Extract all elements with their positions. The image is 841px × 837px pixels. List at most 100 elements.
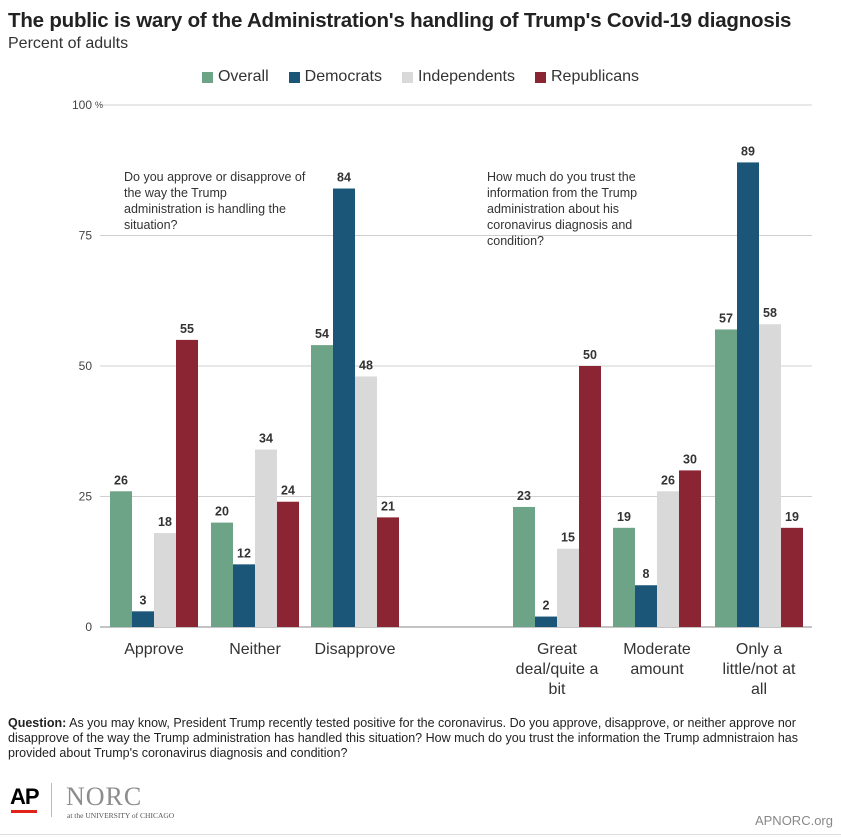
data-label-democrats: 2 <box>543 599 550 613</box>
bar-republicans <box>176 339 198 627</box>
question-annotation: administration is handling the <box>124 202 286 216</box>
bar-overall <box>311 345 333 627</box>
bar-democrats <box>333 188 355 627</box>
bar-independents <box>154 533 176 627</box>
bar-republicans <box>579 366 601 627</box>
bar-overall <box>613 527 635 627</box>
category-label: little/not at <box>723 661 796 678</box>
category-label: Disapprove <box>315 641 396 658</box>
bar-republicans <box>781 527 803 627</box>
bar-democrats <box>132 611 154 627</box>
bar-independents <box>657 491 679 627</box>
site-link[interactable]: APNORC.org <box>754 813 833 828</box>
norc-logo: NORC <box>66 782 143 811</box>
bar-democrats <box>737 162 759 628</box>
data-label-republicans: 24 <box>281 484 295 498</box>
category-label: Great <box>537 641 578 658</box>
data-label-democrats: 3 <box>140 593 147 607</box>
question-annotation: Do you approve or disapprove of <box>124 170 306 184</box>
data-label-democrats: 84 <box>337 171 351 185</box>
question-annotation: information from the Trump <box>487 186 637 200</box>
legend-label-independents: Independents <box>418 68 515 85</box>
bar-chart: 0 25 50 75 100 % 26 3 18 55 Approve 20 12 34 24 Neither… <box>72 98 812 698</box>
data-label-overall: 23 <box>517 489 531 503</box>
legend-item-republicans: Republicans <box>534 68 640 86</box>
data-label-democrats: 12 <box>237 546 251 560</box>
legend-item-independents: Independents <box>402 68 515 86</box>
data-label-overall: 54 <box>315 327 329 341</box>
data-label-democrats: 8 <box>643 567 650 581</box>
legend-swatch-overall <box>201 71 213 83</box>
question-annotation: condition? <box>487 234 544 248</box>
category-label: Neither <box>229 641 281 658</box>
data-label-republicans: 55 <box>180 322 194 336</box>
bar-independents <box>759 324 781 627</box>
data-label-overall: 57 <box>719 311 733 325</box>
question-annotation: coronavirus diagnosis and <box>487 218 632 232</box>
data-label-republicans: 30 <box>683 452 697 466</box>
legend-item-overall: Overall <box>201 68 269 86</box>
legend-swatch-democrats <box>288 71 300 83</box>
footer-rule <box>0 834 841 835</box>
legend-swatch-republicans <box>534 71 546 83</box>
legend-swatch-independents <box>402 71 413 83</box>
question-annotation: administration about his <box>487 202 619 216</box>
ap-logo: AP <box>10 784 40 809</box>
question-footnote: Question: As you may know, President Tru… <box>8 716 833 761</box>
legend: Overall Democrats Independents Republica… <box>0 68 841 86</box>
data-label-democrats: 89 <box>741 144 755 158</box>
bar-republicans <box>377 517 399 627</box>
data-label-overall: 19 <box>617 510 631 524</box>
question-annotation: situation? <box>124 218 178 232</box>
data-label-independents: 34 <box>259 432 273 446</box>
data-label-independents: 26 <box>661 473 675 487</box>
data-label-republicans: 19 <box>785 510 799 524</box>
question-annotation: the way the Trump <box>124 186 227 200</box>
legend-item-democrats: Democrats <box>288 68 382 86</box>
category-label: all <box>751 681 767 698</box>
data-label-independents: 58 <box>763 306 777 320</box>
data-label-overall: 26 <box>114 473 128 487</box>
y-tick-label: 75 <box>79 229 93 243</box>
y-tick-label: 25 <box>79 490 93 504</box>
data-label-republicans: 50 <box>583 348 597 362</box>
data-label-independents: 15 <box>561 531 575 545</box>
norc-logo-subtitle: at the UNIVERSITY of CHICAGO <box>67 811 175 820</box>
bar-overall <box>110 491 132 627</box>
bar-overall <box>715 329 737 627</box>
bar-independents <box>557 548 579 627</box>
legend-label-overall: Overall <box>217 68 269 85</box>
data-label-republicans: 21 <box>381 499 395 513</box>
bar-democrats <box>233 564 255 627</box>
y-tick-label: 100 <box>72 98 92 112</box>
bar-democrats <box>635 585 657 627</box>
footnote-text: As you may know, President Trump recentl… <box>8 716 799 760</box>
data-label-overall: 20 <box>215 505 229 519</box>
data-label-independents: 48 <box>359 358 373 372</box>
bar-republicans <box>679 470 701 627</box>
y-tick-label: 50 <box>79 359 93 373</box>
bar-republicans <box>277 501 299 627</box>
bar-independents <box>255 449 277 627</box>
category-label: amount <box>630 661 684 678</box>
legend-label-democrats: Democrats <box>304 68 382 85</box>
bar-independents <box>355 376 377 627</box>
y-tick-label: 0 <box>85 620 92 634</box>
legend-label-republicans: Republicans <box>550 68 640 85</box>
bar-overall <box>513 506 535 627</box>
category-label: bit <box>549 681 566 698</box>
ap-logo-underline <box>11 810 37 813</box>
category-label: Approve <box>124 641 184 658</box>
footnote-label: Question: <box>8 716 67 730</box>
bar-democrats <box>535 616 557 627</box>
question-annotation: How much do you trust the <box>487 170 636 184</box>
category-label: Moderate <box>623 641 691 658</box>
data-label-independents: 18 <box>158 515 172 529</box>
category-label: deal/quite a <box>516 661 599 678</box>
y-unit-label: % <box>95 100 103 110</box>
chart-title: The public is wary of the Administration… <box>8 9 792 32</box>
category-label: Only a <box>736 641 782 658</box>
chart-subtitle: Percent of adults <box>8 35 129 52</box>
bar-overall <box>211 522 233 627</box>
logo-divider <box>51 783 52 817</box>
